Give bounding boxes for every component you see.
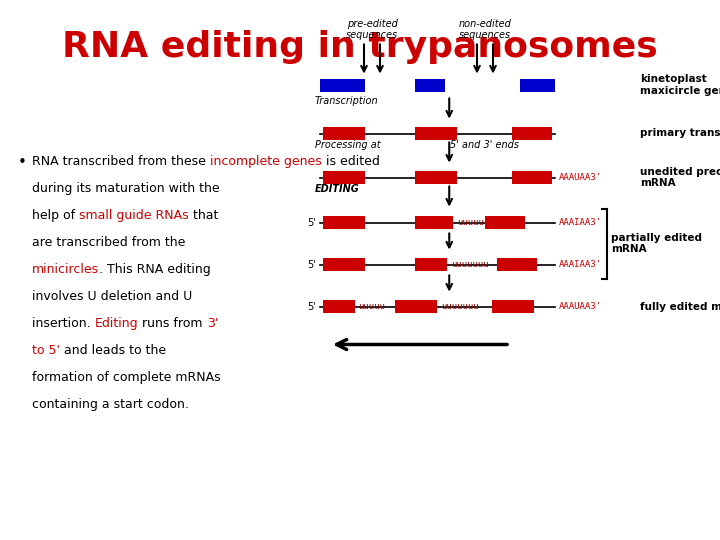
Text: RNA editing in trypanosomes: RNA editing in trypanosomes: [62, 30, 658, 64]
Bar: [415, 126, 457, 139]
Text: are transcribed from the: are transcribed from the: [32, 236, 185, 249]
Text: Processing at: Processing at: [315, 139, 381, 150]
Text: non-edited
sequences: non-edited sequences: [459, 19, 511, 40]
Bar: [323, 215, 365, 228]
Text: RNA transcribed from these: RNA transcribed from these: [32, 155, 210, 168]
Bar: [415, 171, 457, 184]
Bar: [323, 126, 365, 139]
Text: AAAUAA3': AAAUAA3': [559, 173, 602, 182]
Text: fully edited mRNA: fully edited mRNA: [640, 301, 720, 312]
Bar: [485, 215, 525, 228]
Text: 3': 3': [207, 317, 218, 330]
Text: kinetoplast
maxicircle gene: kinetoplast maxicircle gene: [640, 74, 720, 96]
Text: uuuuuuu: uuuuuuu: [441, 302, 479, 311]
Bar: [323, 171, 365, 184]
Text: . This RNA editing: . This RNA editing: [99, 263, 211, 276]
Text: primary transcript: primary transcript: [640, 129, 720, 138]
Text: pre-edited
sequences: pre-edited sequences: [346, 19, 398, 40]
Text: AAAUAA3': AAAUAA3': [559, 302, 602, 311]
Bar: [512, 171, 552, 184]
Text: is edited: is edited: [322, 155, 379, 168]
Text: during its maturation with the: during its maturation with the: [32, 182, 220, 195]
Text: uuuuuuu: uuuuuuu: [451, 260, 489, 269]
Bar: [395, 300, 437, 313]
Bar: [497, 258, 537, 271]
Bar: [492, 300, 534, 313]
Text: Transcription: Transcription: [315, 96, 379, 105]
Text: minicircles: minicircles: [32, 263, 99, 276]
Text: 5': 5': [307, 260, 316, 269]
Bar: [512, 126, 552, 139]
Bar: [323, 300, 355, 313]
Text: Editing: Editing: [94, 317, 138, 330]
Text: runs from: runs from: [138, 317, 207, 330]
Text: containing a start codon.: containing a start codon.: [32, 398, 189, 411]
Text: small guide RNAs: small guide RNAs: [79, 209, 189, 222]
Bar: [323, 258, 365, 271]
Text: uuuuu: uuuuu: [457, 218, 484, 227]
Bar: [320, 78, 555, 91]
Text: 5': 5': [307, 301, 316, 312]
Text: 5': 5': [307, 218, 316, 227]
Text: insertion.: insertion.: [32, 317, 94, 330]
Text: •: •: [18, 155, 27, 170]
Text: formation of complete mRNAs: formation of complete mRNAs: [32, 371, 220, 384]
Text: and leads to the: and leads to the: [60, 344, 166, 357]
Text: involves U deletion and U: involves U deletion and U: [32, 290, 192, 303]
Bar: [415, 258, 447, 271]
Text: help of: help of: [32, 209, 79, 222]
Bar: [445, 78, 520, 91]
Text: 5' and 3' ends: 5' and 3' ends: [450, 139, 519, 150]
Bar: [415, 215, 453, 228]
Text: that: that: [189, 209, 218, 222]
Text: partially edited
mRNA: partially edited mRNA: [611, 233, 702, 254]
Text: incomplete genes: incomplete genes: [210, 155, 322, 168]
Text: to 5': to 5': [32, 344, 60, 357]
Text: unedited precursor
mRNA: unedited precursor mRNA: [640, 167, 720, 188]
Text: AAAIAA3': AAAIAA3': [559, 260, 602, 269]
Bar: [365, 78, 415, 91]
Text: AAAIAA3': AAAIAA3': [559, 218, 602, 227]
Text: uuuuu: uuuuu: [358, 302, 385, 311]
Text: EDITING: EDITING: [315, 184, 360, 193]
